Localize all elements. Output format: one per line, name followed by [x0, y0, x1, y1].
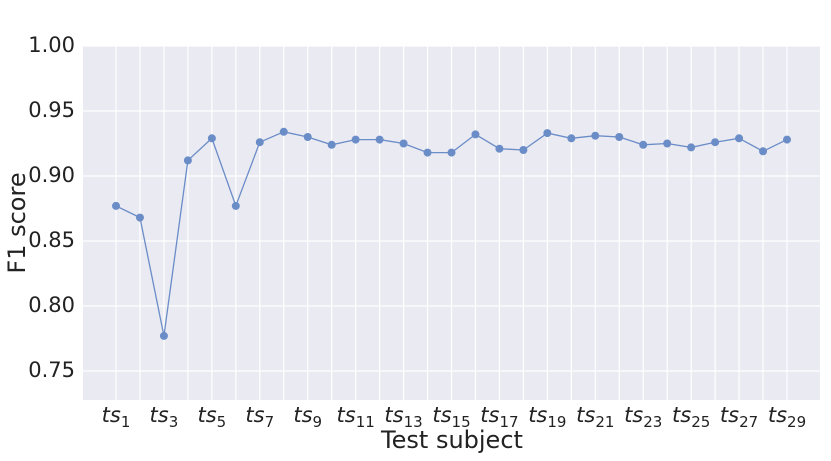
data-point: [375, 135, 384, 144]
data-point: [303, 133, 312, 142]
data-point: [183, 156, 192, 165]
data-point: [663, 139, 672, 148]
y-tick-label: 0.80: [28, 293, 75, 317]
data-point: [615, 133, 624, 142]
data-point: [543, 129, 552, 138]
x-tick-label: ts19: [528, 403, 566, 431]
data-point: [327, 140, 336, 149]
x-axis-label: Test subject: [380, 426, 523, 454]
data-point: [423, 148, 432, 157]
data-point: [255, 138, 264, 147]
x-tick-label: ts11: [337, 403, 375, 431]
data-point: [159, 331, 168, 340]
data-point: [231, 201, 240, 210]
marks: [112, 127, 791, 340]
data-point: [687, 143, 696, 152]
y-tick-label: 0.90: [28, 163, 75, 187]
x-tick-label: ts3: [150, 403, 179, 431]
y-tick-label: 0.75: [28, 358, 75, 382]
data-point: [399, 139, 408, 148]
x-tick-label: ts23: [624, 403, 662, 431]
x-tick-label: ts1: [102, 403, 131, 431]
data-point: [735, 134, 744, 143]
data-point: [639, 140, 648, 149]
x-tick-label: ts5: [197, 403, 226, 431]
data-point: [495, 144, 504, 153]
y-axis-label: F1 score: [3, 172, 31, 273]
y-tick-label: 0.85: [28, 228, 75, 252]
x-tick-label: ts21: [576, 403, 614, 431]
x-tick-label: ts27: [720, 403, 758, 431]
data-point: [279, 127, 288, 136]
data-point: [135, 213, 144, 222]
x-tick-label: ts29: [768, 403, 806, 431]
y-tick-label: 1.00: [28, 33, 75, 57]
grid: [83, 45, 820, 400]
x-tick-label: ts13: [384, 403, 422, 431]
data-point: [471, 130, 480, 139]
data-point: [112, 201, 120, 210]
x-tick-label: ts7: [245, 403, 274, 431]
x-tick-label: ts15: [432, 403, 470, 431]
data-point: [447, 148, 456, 157]
x-tick-label: ts25: [672, 403, 710, 431]
x-tick-label: ts17: [480, 403, 518, 431]
data-point: [759, 147, 768, 156]
y-tick-label: 0.95: [28, 98, 75, 122]
data-point: [591, 131, 600, 140]
data-point: [711, 138, 720, 147]
data-point: [207, 134, 216, 143]
data-point: [783, 135, 791, 144]
data-point: [519, 146, 528, 155]
data-point: [567, 134, 576, 143]
data-point: [351, 135, 360, 144]
x-tick-label: ts9: [293, 403, 322, 431]
